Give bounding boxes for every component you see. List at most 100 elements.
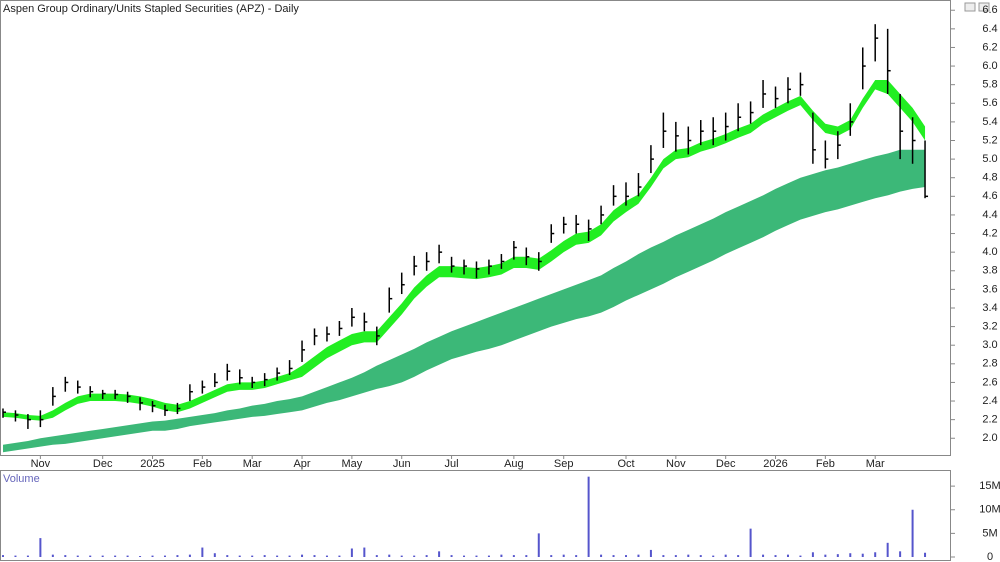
- y-tick-label: 5.4: [982, 116, 997, 128]
- volume-bar: [301, 554, 304, 557]
- volume-bar: [288, 555, 291, 557]
- volume-bar: [899, 551, 902, 557]
- x-tick-label: Oct: [617, 458, 634, 470]
- volume-bar: [824, 554, 827, 557]
- y-tick-label: 2.4: [982, 395, 997, 407]
- volume-bar: [537, 533, 540, 557]
- volume-bar: [487, 555, 490, 557]
- x-tick-label: Feb: [193, 458, 212, 470]
- y-tick-label: 2.6: [982, 376, 997, 388]
- x-tick-label: Aug: [504, 458, 524, 470]
- y-tick-label: 3.0: [982, 339, 997, 351]
- volume-bar: [139, 556, 142, 557]
- volume-bar: [911, 509, 914, 557]
- volume-bar: [263, 555, 266, 557]
- y-tick-label: 4.8: [982, 172, 997, 184]
- volume-bar: [924, 552, 927, 557]
- volume-bar: [786, 554, 789, 557]
- volume-bar: [338, 555, 341, 557]
- volume-bar: [226, 555, 229, 557]
- volume-bar: [774, 555, 777, 557]
- volume-bar: [388, 554, 391, 557]
- y-tick-label: 3.6: [982, 283, 997, 295]
- volume-bar: [662, 555, 665, 557]
- volume-bar: [861, 553, 864, 557]
- y-tick-label: 5.6: [982, 97, 997, 109]
- volume-bar: [425, 555, 428, 557]
- x-tick-label: Feb: [816, 458, 835, 470]
- x-tick-label: 2026: [763, 458, 787, 470]
- volume-bar: [188, 554, 191, 557]
- volume-bar: [712, 555, 715, 557]
- volume-bar: [625, 555, 627, 557]
- volume-bar: [438, 551, 441, 557]
- y-tick-label: 15M: [979, 480, 1000, 492]
- volume-bar: [512, 555, 515, 557]
- y-tick-label: 6.4: [982, 23, 997, 35]
- volume-bar: [26, 555, 29, 557]
- volume-bar: [550, 555, 553, 557]
- x-tick-label: Jul: [445, 458, 459, 470]
- volume-bar: [600, 554, 603, 557]
- volume-bar: [562, 554, 565, 557]
- volume-bar: [363, 547, 366, 557]
- volume-bar: [313, 555, 316, 557]
- icon[interactable]: [964, 2, 976, 12]
- volume-bar: [76, 555, 79, 557]
- price-panel-frame: [0, 0, 951, 456]
- y-tick-label: 4.6: [982, 190, 997, 202]
- x-tick-label: Mar: [866, 458, 885, 470]
- x-tick-label: May: [341, 458, 362, 470]
- y-tick-label: 2.8: [982, 358, 997, 370]
- volume-bar: [649, 549, 652, 557]
- volume-bar: [575, 555, 578, 557]
- x-tick-label: Nov: [666, 458, 686, 470]
- volume-bar: [276, 555, 279, 557]
- y-tick-label: 3.4: [982, 302, 997, 314]
- volume-bar: [637, 554, 640, 557]
- y-tick-label: 3.8: [982, 265, 997, 277]
- y-tick-label: 4.2: [982, 227, 997, 239]
- volume-bar: [163, 555, 166, 557]
- volume-bar: [687, 554, 690, 557]
- volume-bar: [375, 555, 378, 557]
- volume-bar: [51, 554, 54, 557]
- y-tick-label: 3.2: [982, 321, 997, 333]
- volume-bar: [400, 555, 403, 557]
- volume-bar: [762, 554, 765, 557]
- y-tick-label: 4.4: [982, 209, 997, 221]
- volume-bar: [101, 555, 104, 557]
- volume-panel-frame: [0, 470, 951, 561]
- volume-bar: [176, 555, 179, 557]
- x-tick-label: Nov: [31, 458, 51, 470]
- y-tick-label: 2.0: [982, 432, 997, 444]
- volume-bar: [886, 542, 889, 557]
- y-tick-label: 6.0: [982, 60, 997, 72]
- toolbar-icons[interactable]: [964, 2, 990, 12]
- volume-bar: [14, 555, 17, 557]
- x-tick-label: Dec: [93, 458, 113, 470]
- volume-bar: [674, 555, 677, 557]
- y-tick-label: 5.0: [982, 153, 997, 165]
- y-tick-label: 2.2: [982, 414, 997, 426]
- volume-bar: [39, 538, 42, 557]
- icon[interactable]: [978, 2, 990, 12]
- y-tick-label: 5.8: [982, 79, 997, 91]
- x-tick-label: Sep: [554, 458, 574, 470]
- y-tick-label: 10M: [979, 504, 1000, 516]
- volume-bar: [64, 555, 67, 557]
- volume-bar: [749, 528, 752, 557]
- volume-bar: [2, 555, 4, 557]
- volume-bar: [238, 555, 241, 557]
- volume-bar: [836, 554, 839, 557]
- volume-bar: [587, 476, 590, 557]
- volume-bar: [874, 552, 877, 557]
- volume-bar: [89, 555, 92, 557]
- volume-bar: [151, 555, 154, 557]
- volume-title: Volume: [3, 473, 40, 485]
- volume-bar: [251, 555, 254, 557]
- volume-bar: [525, 555, 528, 557]
- volume-bar: [737, 555, 740, 557]
